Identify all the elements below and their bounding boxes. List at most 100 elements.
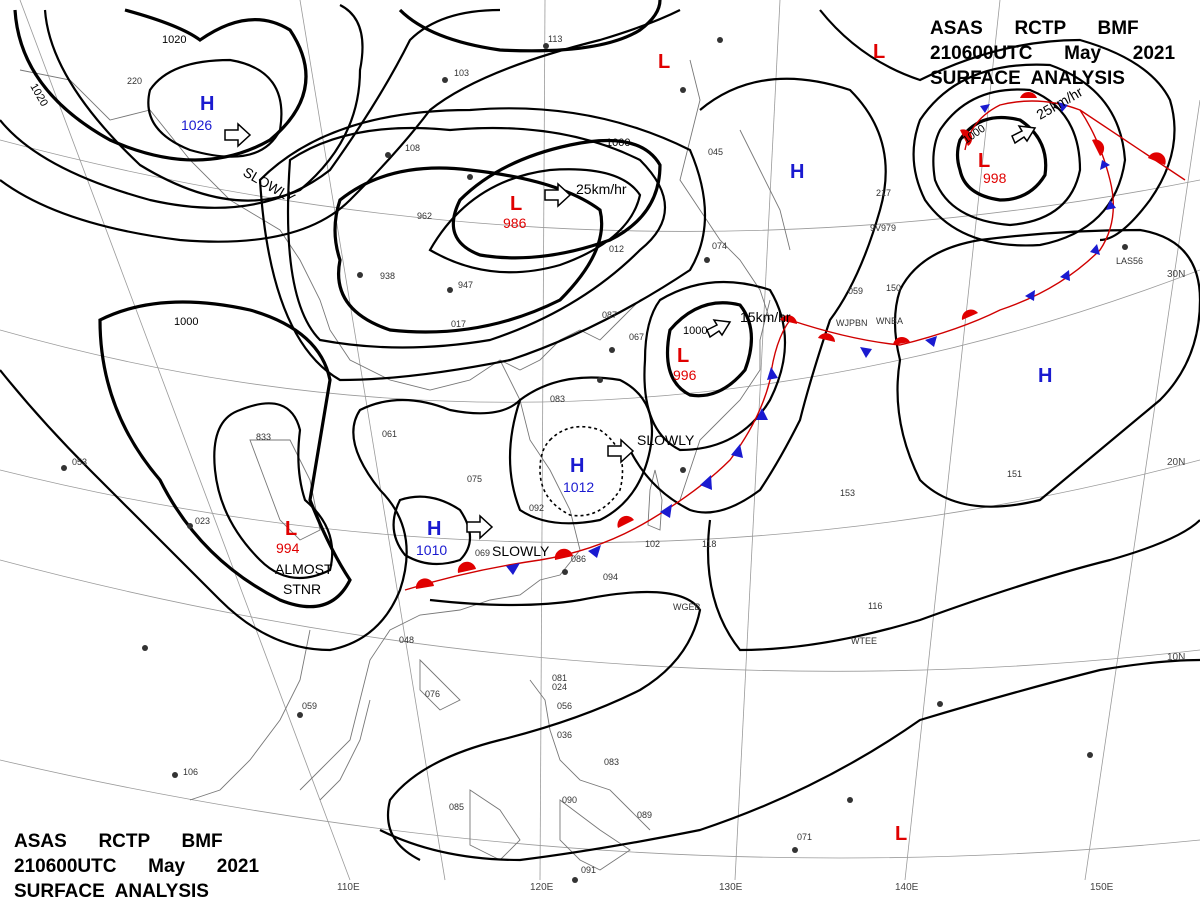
station-value: 045	[708, 147, 723, 157]
low-center-symbol: L	[895, 823, 907, 845]
station-value: 151	[1007, 469, 1022, 479]
motion-label: 15km/hr	[740, 309, 791, 325]
low-center-symbol: L	[285, 518, 297, 540]
lat-lon-grid	[0, 0, 1200, 881]
station-ids: LAS56 WJPBN WNBA WTEE WGEB 9V979	[673, 223, 1143, 646]
motion-label: 25km/hr	[576, 181, 627, 197]
station-value: 947	[458, 280, 473, 290]
station-value: 086	[571, 554, 586, 564]
station-id: WJPBN	[836, 318, 868, 328]
low-center-symbol: L	[677, 345, 689, 367]
header-top: ASAS RCTP BMF 210600UTC May 2021 SURFACE…	[930, 18, 1175, 89]
fronts	[404, 91, 1186, 591]
station-value: 962	[417, 211, 432, 221]
station-value: 113	[548, 34, 562, 44]
pressure-systems: H 1026 L 986 L 994 H 1010 H 1012 L 996 L…	[181, 41, 1052, 845]
high-center-symbol: H	[200, 93, 214, 115]
station-value: 012	[609, 244, 624, 254]
station-value: 118	[702, 539, 716, 549]
station-value: 116	[868, 601, 882, 611]
station-value: 061	[382, 429, 397, 439]
longitude-label: 130E	[719, 882, 743, 893]
station-id: LAS56	[1116, 256, 1143, 266]
station-value: 071	[797, 832, 812, 842]
latitude-label: 20N	[1167, 457, 1185, 468]
motion-label: SLOWLY	[492, 543, 550, 559]
header-top-line-1: ASAS RCTP BMF	[930, 18, 1139, 39]
station-value: 090	[562, 795, 577, 805]
station-value: 153	[840, 488, 855, 498]
low-center-pressure: 994	[276, 540, 300, 556]
station-id: WNBA	[876, 316, 903, 326]
high-center-pressure: 1012	[563, 479, 594, 495]
header-bottom: ASAS RCTP BMF 210600UTC May 2021 SURFACE…	[14, 831, 259, 902]
station-value: 150	[886, 283, 901, 293]
station-id: WGEB	[673, 602, 701, 612]
isobar-label: 1000	[606, 137, 630, 149]
station-value: 067	[629, 332, 644, 342]
isobar-label: 1000	[683, 325, 707, 337]
isobar-label: 1000	[174, 316, 198, 328]
station-value: 036	[557, 730, 572, 740]
station-values: 113 220 103 108 962 938 947 017 012 074 …	[72, 34, 1022, 875]
station-value: 083	[550, 394, 565, 404]
low-center-symbol: L	[510, 193, 522, 215]
station-value: 938	[380, 271, 395, 281]
station-value: 076	[425, 689, 440, 699]
high-center-pressure: 1026	[181, 117, 212, 133]
longitude-label: 110E	[337, 882, 360, 893]
station-value: 106	[183, 767, 198, 777]
motion-label: SLOWLY	[637, 432, 695, 448]
coordinate-labels: 110E 120E 130E 140E 150E 30N 20N 10N	[337, 269, 1185, 893]
low-center-pressure: 998	[983, 170, 1007, 186]
low-center-symbol: L	[658, 51, 670, 73]
cold-front-triangles	[506, 102, 1116, 575]
station-value: 087	[602, 310, 617, 320]
station-value: 053	[72, 457, 87, 467]
station-value: 069	[475, 548, 490, 558]
high-center-symbol: H	[790, 161, 804, 183]
isobars	[0, 0, 1200, 862]
longitude-label: 120E	[530, 882, 554, 893]
station-dots	[61, 37, 1128, 883]
station-value: 217	[876, 188, 891, 198]
station-value: 085	[449, 802, 464, 812]
longitude-label: 140E	[895, 882, 919, 893]
motion-arrows	[224, 122, 1037, 540]
station-value: 056	[557, 701, 572, 711]
station-value: 048	[399, 635, 414, 645]
station-value: 024	[552, 682, 567, 692]
station-value: 083	[604, 757, 619, 767]
station-value: 092	[529, 503, 544, 513]
high-center-pressure: 1010	[416, 542, 447, 558]
low-center-symbol: L	[978, 150, 990, 172]
station-value: 108	[405, 143, 420, 153]
header-top-line-3: SURFACE ANALYSIS	[930, 68, 1125, 89]
stationary-note: ALMOST	[275, 561, 333, 577]
station-value: 081	[552, 673, 567, 683]
warm-front-bulges	[415, 91, 1166, 589]
stationary-note: STNR	[283, 581, 321, 597]
station-value: 017	[451, 319, 466, 329]
low-center-pressure: 986	[503, 215, 527, 231]
station-value: 833	[256, 432, 271, 442]
header-bottom-line-1: ASAS RCTP BMF	[14, 831, 223, 852]
station-value: 094	[603, 572, 618, 582]
station-value: 089	[637, 810, 652, 820]
station-value: 103	[454, 68, 469, 78]
station-value: 023	[195, 516, 210, 526]
latitude-label: 10N	[1167, 652, 1185, 663]
low-center-symbol: L	[873, 41, 885, 63]
station-value: 091	[581, 865, 596, 875]
station-value: 220	[127, 76, 142, 86]
latitude-label: 30N	[1167, 269, 1185, 280]
high-center-symbol: H	[570, 455, 584, 477]
station-value: 059	[848, 286, 863, 296]
header-bottom-line-2: 210600UTC May 2021	[14, 856, 259, 877]
isobar-label: 1020	[162, 34, 186, 46]
station-value: 075	[467, 474, 482, 484]
coastlines	[19, 59, 791, 871]
low-center-pressure: 996	[673, 367, 697, 383]
header-bottom-line-3: SURFACE ANALYSIS	[14, 881, 209, 902]
